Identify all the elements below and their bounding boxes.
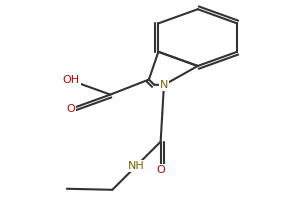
Text: N: N bbox=[160, 80, 168, 90]
Text: OH: OH bbox=[62, 75, 80, 85]
Text: NH: NH bbox=[128, 161, 145, 171]
Text: O: O bbox=[67, 104, 75, 114]
Text: O: O bbox=[156, 165, 165, 175]
